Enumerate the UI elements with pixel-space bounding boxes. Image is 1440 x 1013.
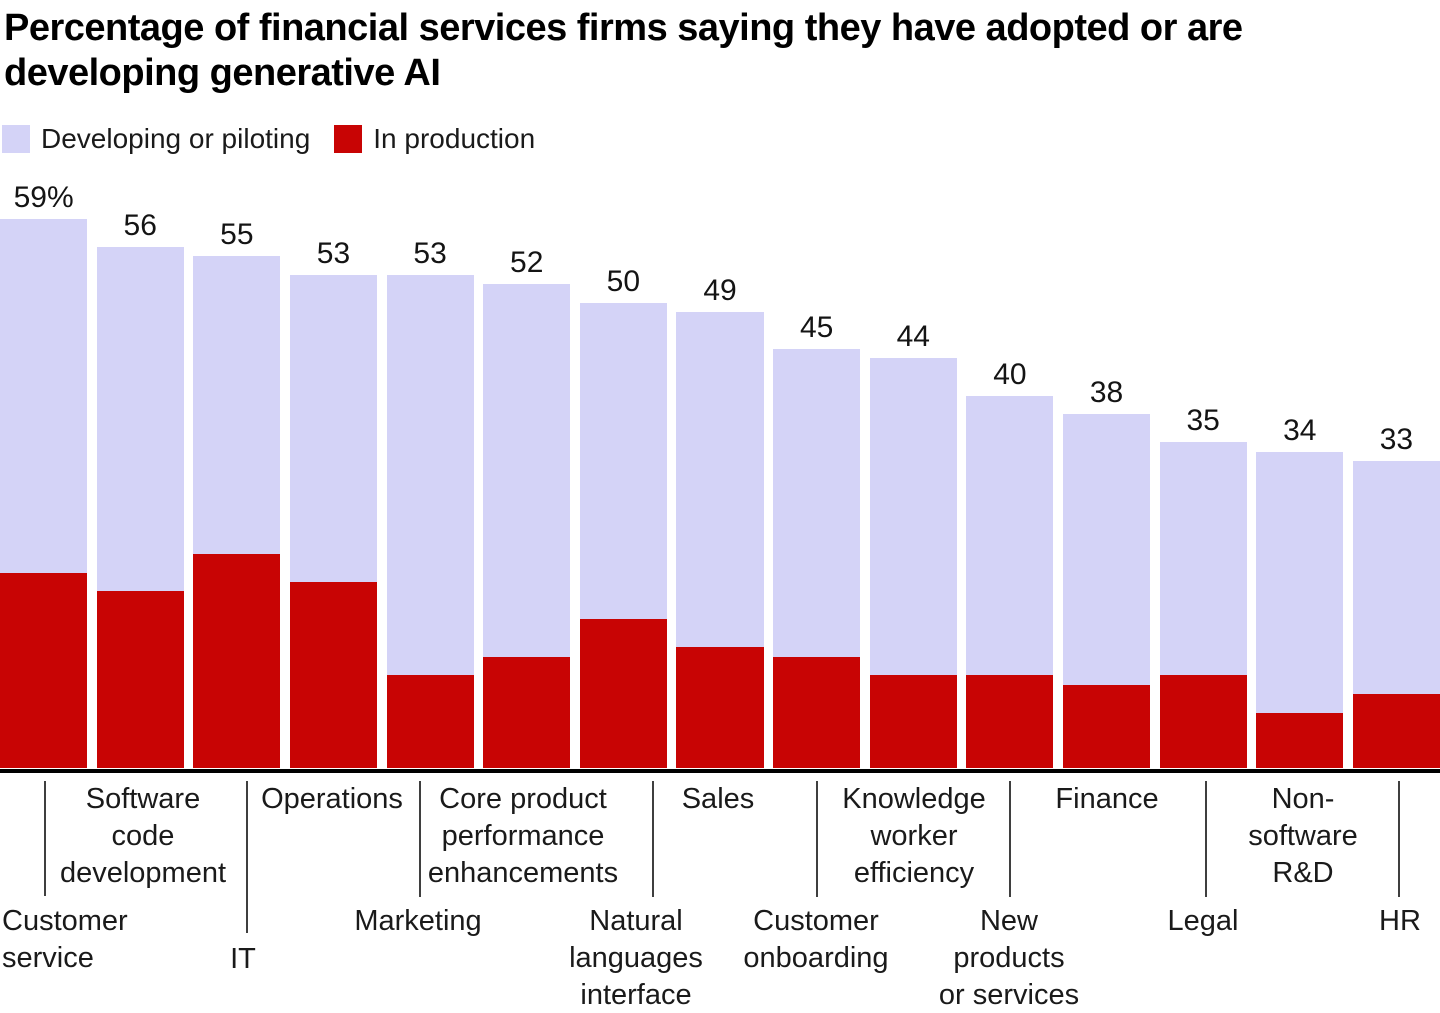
segment-production (483, 656, 571, 769)
segment-production (579, 619, 667, 769)
chart-title-line-1: Percentage of financial services firms s… (4, 7, 1243, 49)
segment-developing (386, 274, 474, 676)
axis-label-new-products-or-services: New products or services (938, 905, 1080, 1011)
bar-value-label: 35 (1186, 404, 1220, 438)
bar-value-label: 40 (993, 357, 1027, 391)
bar-new-products-or-services (966, 395, 1054, 769)
bar-non-software-rd (1256, 451, 1344, 769)
bar-operations (289, 274, 378, 769)
segment-developing (1159, 442, 1247, 676)
legend-label-production: In production (373, 123, 536, 154)
segment-production (676, 647, 764, 769)
bar-value-label: 49 (703, 273, 737, 307)
axis-label-software-code-development: Software code development (59, 783, 227, 889)
bar-marketing (386, 274, 474, 769)
axis-label-hr: HR (1379, 905, 1421, 937)
bar-value-label: 44 (896, 320, 930, 354)
bar-customer-onboarding (773, 349, 861, 769)
bar-value-label: 56 (123, 208, 157, 242)
bar-value-label: 34 (1283, 413, 1317, 447)
segment-developing (96, 246, 184, 592)
segment-developing (1062, 414, 1151, 685)
bar-value-label: 45 (799, 311, 834, 345)
chart-title: Percentage of financial services firms s… (4, 6, 1243, 96)
bar-software-code-development (96, 246, 184, 769)
axis-label-it: IT (230, 943, 256, 975)
segment-production (96, 591, 184, 769)
axis-label-marketing: Marketing (354, 905, 482, 937)
segment-developing (289, 274, 378, 583)
bar-value-label: 33 (1379, 422, 1414, 456)
bar-value-label: 52 (510, 245, 544, 279)
bar-value-label: 55 (220, 217, 254, 251)
legend-item-production: In production (334, 124, 535, 154)
axis-tick (1205, 781, 1207, 897)
axis-label-customer-onboarding: Customer onboarding (743, 905, 889, 974)
axis-label-customer-service: Customer service (2, 905, 128, 974)
segment-production (1256, 712, 1344, 769)
segment-developing (966, 395, 1054, 676)
bar-core-product-performance-enhancements (483, 283, 571, 769)
bar-value-label: 38 (1089, 376, 1124, 410)
axis-tick (245, 781, 248, 933)
x-axis-line (0, 768, 1440, 773)
axis-label-knowledge-worker-efficiency: Knowledge worker efficiency (842, 783, 986, 889)
developing-color-swatch (2, 125, 30, 153)
bar-hr (1352, 460, 1440, 769)
chart-title-line-2: developing generative AI (4, 52, 441, 94)
axis-tick (816, 781, 818, 897)
axis-label-operations: Operations (261, 783, 403, 815)
segment-developing (579, 302, 667, 620)
segment-production (1352, 693, 1440, 769)
bar-natural-languages-interface (579, 302, 667, 769)
axis-label-core-product-performance-enhancements: Core product performance enhancements (427, 783, 619, 889)
bar-it (193, 255, 281, 769)
axis-tick (1009, 781, 1011, 897)
segment-production (1159, 675, 1247, 769)
legend-item-developing: Developing or piloting (2, 124, 310, 154)
bar-finance (1062, 414, 1151, 769)
segment-production (1062, 684, 1151, 769)
segment-developing (193, 255, 281, 555)
segment-production (193, 554, 281, 769)
axis-label-non-software-rd: Non-software R&D (1248, 783, 1358, 889)
segment-developing (676, 311, 764, 648)
bar-value-label: 53 (316, 236, 351, 270)
segment-production (966, 675, 1054, 769)
axis-label-finance: Finance (1055, 783, 1159, 815)
segment-developing (773, 349, 861, 657)
axis-tick (419, 781, 421, 897)
segment-production (0, 572, 88, 769)
segment-production (773, 656, 861, 769)
bar-sales (676, 311, 764, 769)
bar-value-label: 53 (413, 236, 447, 270)
axis-label-legal: Legal (1167, 905, 1239, 937)
axis-label-sales: Sales (681, 783, 755, 815)
bar-value-label: 50 (606, 264, 641, 298)
bar-legal (1159, 442, 1247, 769)
axis-tick (652, 781, 654, 897)
axis-tick (1398, 781, 1400, 897)
legend: Developing or piloting In production (2, 124, 535, 154)
bar-customer-service (0, 218, 88, 769)
axis-label-natural-languages-interface: Natural languages interface (569, 905, 703, 1011)
legend-label-developing: Developing or piloting (41, 123, 311, 154)
segment-developing (869, 358, 957, 676)
segment-production (386, 675, 474, 769)
segment-production (289, 582, 378, 769)
production-color-swatch (334, 125, 363, 153)
segment-developing (1256, 451, 1344, 713)
bar-value-label: 59% (13, 180, 74, 214)
axis-tick (44, 781, 46, 896)
bar-knowledge-worker-efficiency (869, 358, 957, 769)
segment-developing (483, 283, 571, 657)
segment-developing (0, 218, 88, 573)
segment-developing (1352, 460, 1440, 694)
segment-production (869, 675, 957, 769)
